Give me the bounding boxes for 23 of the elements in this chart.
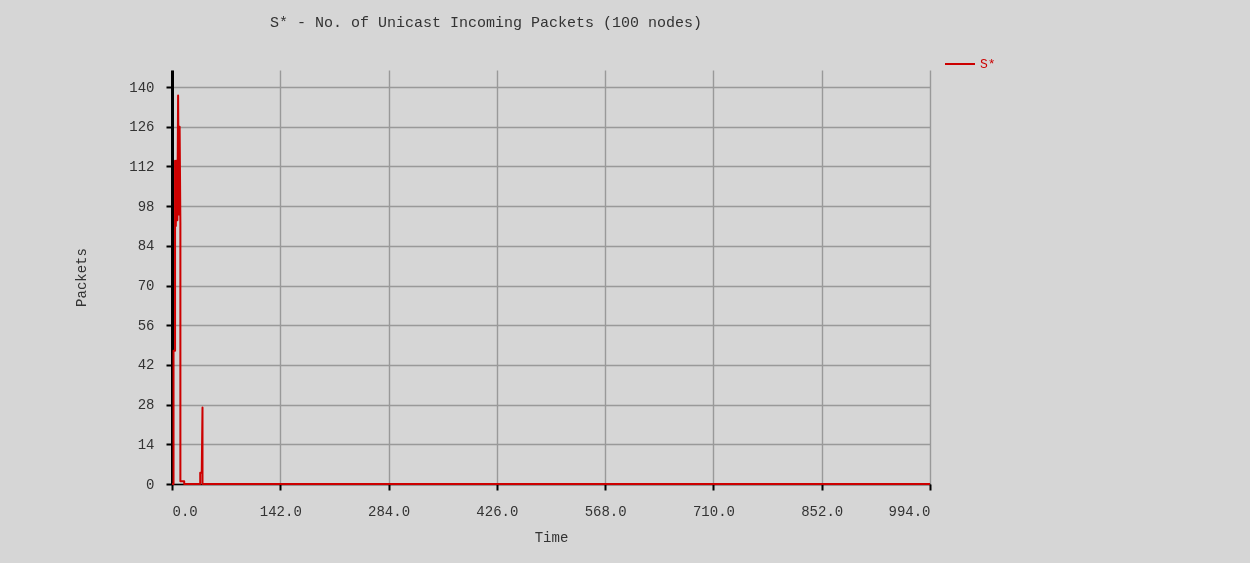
y-tick-label: 28 [137,397,155,414]
y-tick-label: 84 [137,238,155,255]
chart-title: S* - No. of Unicast Incoming Packets (100 nodes) [270,15,703,32]
y-tick-label: 14 [137,436,155,453]
x-tick-label: 568.0 [584,503,627,520]
y-tick-label: 112 [129,158,155,175]
y-axis-title: Packets [74,248,91,307]
y-tick-label: 42 [137,357,155,374]
x-tick-label: 710.0 [692,503,735,520]
y-tick-label: 98 [137,198,155,215]
y-tick-label: 140 [129,79,155,96]
x-tick-label: 142.0 [259,503,302,520]
y-tick-label: 126 [129,119,155,136]
x-tick-label: 994.0 [888,503,931,520]
x-tick-label: 426.0 [476,503,519,520]
x-tick-label: 852.0 [801,503,844,520]
legend-label: S* [980,57,996,72]
x-tick-label: 0.0 [172,503,198,520]
y-tick-label: 0 [146,476,155,493]
x-axis-title: Time [534,529,569,546]
y-tick-label: 70 [137,278,155,295]
x-tick-label: 284.0 [368,503,411,520]
y-tick-label: 56 [137,317,155,334]
